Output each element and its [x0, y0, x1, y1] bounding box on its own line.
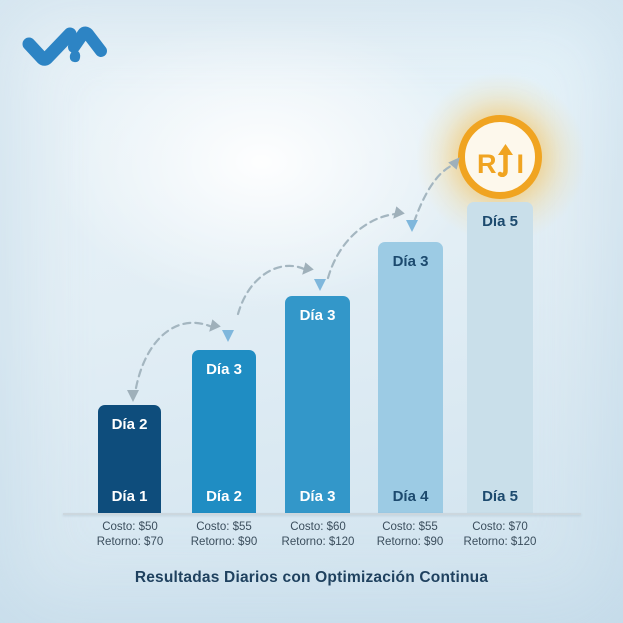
retorno-text: Retorno: $70 — [96, 536, 164, 548]
bar-dia-3: Día 3 Día 3 — [285, 296, 350, 513]
costo-text: Costo: $70 — [472, 521, 528, 533]
bar-top-label: Día 3 — [299, 307, 336, 324]
costo-text: Costo: $55 — [196, 521, 252, 533]
roi-up-arrow-icon — [498, 143, 514, 177]
costo-text: Costo: $60 — [290, 521, 346, 533]
bar-base-label: Día 2 — [206, 488, 242, 505]
costo-text: Costo: $50 — [102, 521, 158, 533]
retorno-text: Retorno: $90 — [376, 536, 444, 548]
bar-base-label: Día 1 — [111, 488, 148, 505]
axis-baseline — [63, 513, 581, 515]
roi-badge: R I — [458, 115, 542, 199]
bar-stats-dia-1: Costo: $50 Retorno: $70 — [70, 520, 190, 550]
chart-title: Resultadas Diarios con Optimización Cont… — [134, 569, 489, 586]
bar-top-label: Día 2 — [111, 416, 148, 433]
retorno-text: Retorno: $90 — [190, 536, 258, 548]
bar-top-label: Día 3 — [206, 361, 242, 378]
roi-label: R I — [476, 143, 524, 179]
bar-dia-2: Día 3 Día 2 — [192, 350, 256, 513]
bar-base-label: Día 3 — [299, 488, 336, 505]
bar-base-label: Día 5 — [482, 488, 518, 505]
bar-stats-dia-5: Costo: $70 Retorno: $120 — [440, 520, 560, 550]
roi-letter-left: R — [476, 148, 496, 179]
bar-dia-5: Día 5 Día 5 — [467, 202, 533, 513]
bar-stats-dia-3: Costo: $60 Retorno: $120 — [258, 520, 378, 550]
bar-top-label: Día 3 — [392, 253, 429, 270]
brand-logo-icon — [22, 26, 107, 66]
bar-dia-1: Día 2 Día 1 — [98, 405, 161, 513]
costo-text: Costo: $55 — [382, 521, 438, 533]
roi-letter-right: I — [516, 148, 523, 179]
retorno-text: Retorno: $120 — [281, 536, 355, 548]
bar-top-label: Día 5 — [482, 213, 518, 230]
bar-dia-4: Día 3 Día 4 — [378, 242, 443, 513]
bar-base-label: Día 4 — [392, 488, 429, 505]
bar-stats-dia-2: Costo: $55 Retorno: $90 — [164, 520, 284, 550]
bar-stats-dia-4: Costo: $55 Retorno: $90 — [350, 520, 470, 550]
retorno-text: Retorno: $120 — [463, 536, 537, 548]
